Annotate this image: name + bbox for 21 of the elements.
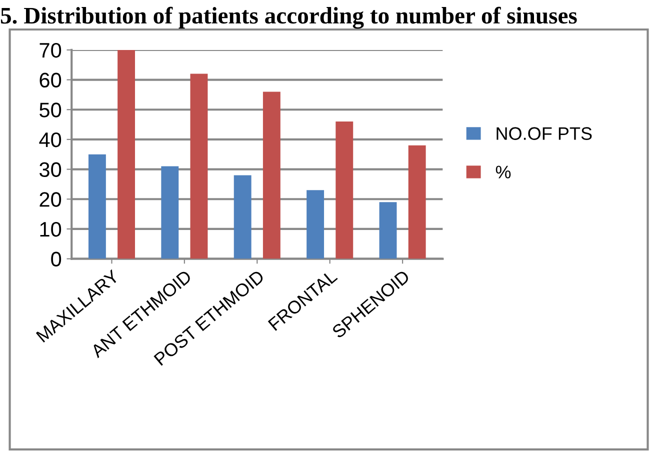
bar	[306, 190, 324, 259]
y-tick-label: 70	[40, 42, 62, 58]
bar	[190, 74, 208, 259]
legend-label: %	[496, 166, 511, 178]
chart-title: 5. Distribution of patients according to number of sinuses	[0, 6, 577, 29]
y-tick-label: 10	[40, 222, 62, 237]
bar	[88, 154, 106, 259]
bar	[336, 122, 354, 259]
y-tick-label: 50	[40, 102, 62, 118]
bar	[408, 145, 426, 259]
legend-label: NO.OF PTS	[496, 127, 592, 140]
y-tick-label: 60	[40, 72, 62, 88]
bar	[234, 175, 252, 259]
bar	[118, 50, 136, 259]
y-tick-label: 30	[40, 162, 62, 178]
y-tick-label: 20	[40, 192, 62, 207]
bar	[161, 166, 179, 259]
bar	[262, 92, 280, 259]
y-tick-label: 0	[51, 252, 62, 267]
y-tick-label: 40	[39, 132, 62, 148]
bar	[379, 202, 397, 259]
